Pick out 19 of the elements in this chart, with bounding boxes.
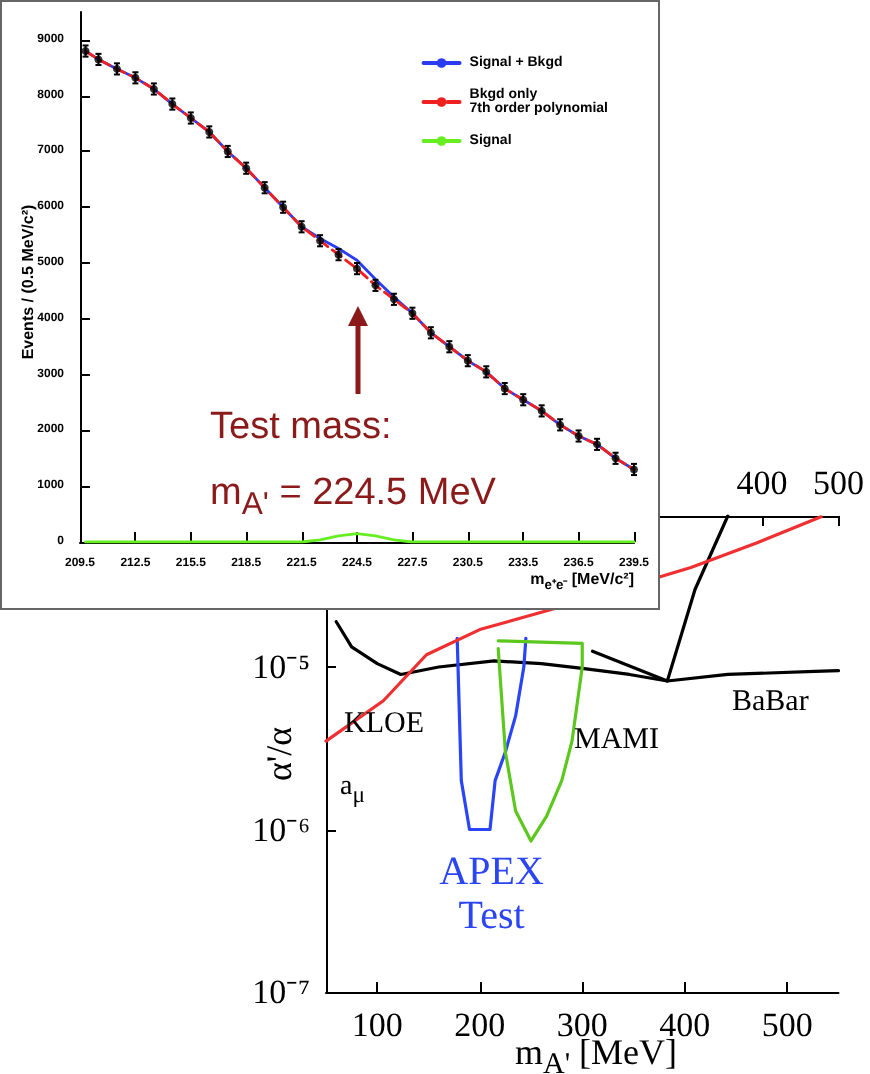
series-label: APEX Test [439,849,545,938]
x2-tick-label: 400 [736,464,788,502]
x-tick-label: 500 [761,1006,813,1044]
y-axis-title: Events / (0.5 MeV/c²) [19,204,37,360]
line-series [84,49,636,471]
y-tick-label: 10⁻⁷ [252,973,311,1011]
line-series [455,636,528,832]
x-tick-label: 100 [351,1006,403,1044]
y-axis-title: α'/α [259,726,301,782]
annotation: MAMI [574,724,660,757]
annotation: Test mass: m$_{A'}$ = 224.5 MeV [210,404,496,527]
x-tick-label: 200 [454,1006,506,1044]
x-axis-title: m$_{e⁺e⁻}$ [MeV/c²] [530,570,634,594]
annotation: a$_{μ}$ [340,772,365,810]
annotation: BaBar [732,686,809,719]
y-tick-label: 10⁻⁵ [252,648,311,687]
x2-tick-label: 500 [813,464,864,502]
annotation: KLOE [344,708,424,741]
y-tick-label: 10⁻⁶ [252,810,311,849]
